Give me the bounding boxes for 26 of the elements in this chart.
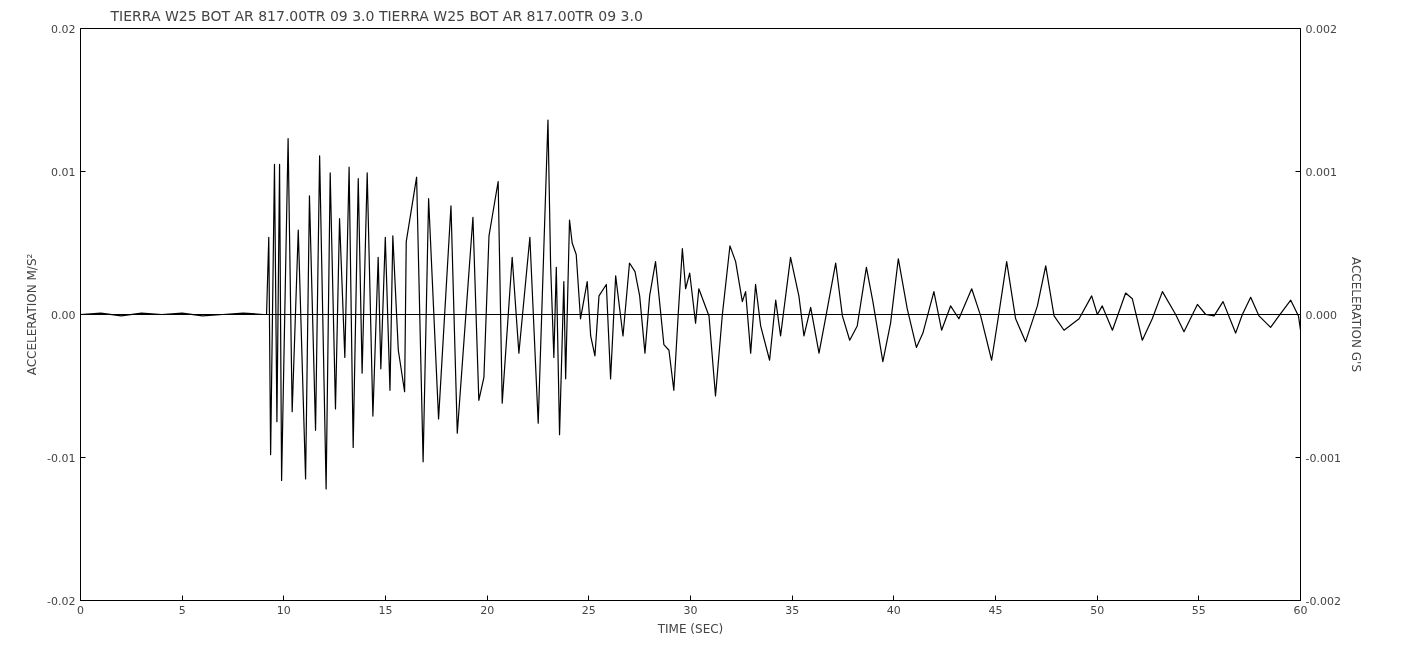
y-tick-label: 0.02 — [51, 22, 76, 36]
x-tick-label: 35 — [785, 603, 800, 617]
y-tick-label: -0.01 — [47, 451, 76, 465]
x-tick-label: 20 — [480, 603, 495, 617]
chart-title: TIERRA W25 BOT AR 817.00TR 09 3.0 TIERRA W25 BOT AR 817.00TR 09 3.0 — [109, 7, 643, 24]
y2-tick-label: 0.001 — [1305, 165, 1337, 179]
x-tick-label: 40 — [886, 603, 901, 617]
x-tick-label: 30 — [683, 603, 698, 617]
x-tick-label: 0 — [77, 603, 84, 617]
x-axis-title: TIME (SEC) — [656, 621, 724, 636]
x-tick-label: 25 — [581, 603, 596, 617]
y-tick-label: 0.01 — [51, 165, 76, 179]
y2-tick-label: 0.002 — [1305, 22, 1337, 36]
y2-tick-label: 0.000 — [1305, 308, 1337, 322]
y-tick-label: -0.02 — [47, 594, 76, 608]
y2-axis-title: ACCELERATION G'S — [1348, 256, 1363, 373]
x-tick-label: 60 — [1293, 603, 1308, 617]
y-axis-title: ACCELERATION M/S² — [25, 253, 40, 376]
y-tick-label: 0.00 — [51, 308, 76, 322]
x-tick-label: 5 — [178, 603, 186, 617]
x-tick-label: 45 — [988, 603, 1003, 617]
x-tick-label: 15 — [378, 603, 393, 617]
x-tick-label: 50 — [1090, 603, 1105, 617]
x-tick-label: 10 — [276, 603, 291, 617]
y2-tick-label: -0.001 — [1305, 451, 1341, 465]
x-tick-label: 55 — [1191, 603, 1206, 617]
